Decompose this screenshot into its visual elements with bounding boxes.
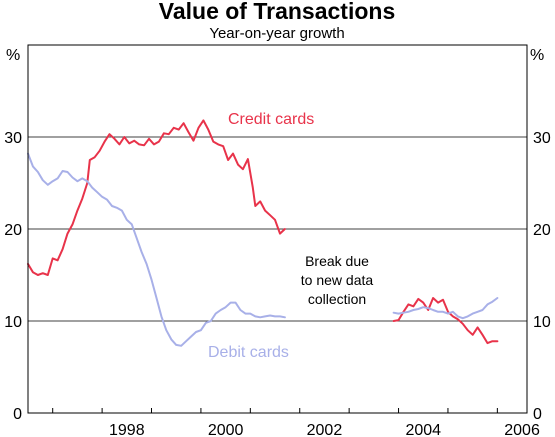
annotation-line-3: collection — [308, 291, 366, 307]
series-lines — [27, 119, 499, 347]
y-tick-label-right-0: 0 — [533, 406, 542, 423]
series-line-credit-cards-segment-2 — [392, 297, 499, 345]
annotation-line-1: Break due — [305, 253, 369, 269]
x-tick-label-2000: 2000 — [208, 422, 244, 437]
series-line-debit-cards-segment-2 — [392, 297, 499, 320]
axis-ticks: 0 0 10 10 20 20 30 30 1998 2000 2002 2004 2006 — [4, 130, 551, 437]
y-axis-unit-right: % — [530, 47, 544, 64]
x-tick-label-2002: 2002 — [307, 422, 343, 437]
x-tick-label-2006: 2006 — [504, 422, 540, 437]
y-tick-label-right-10: 10 — [533, 314, 551, 331]
series-line-credit-cards-segment-1 — [27, 119, 286, 276]
annotation-line-2: to new data — [301, 272, 374, 288]
y-axis-unit-left: % — [6, 47, 20, 64]
series-line-debit-cards-segment-1 — [27, 152, 286, 347]
y-tick-label-left-10: 10 — [4, 314, 22, 331]
series-label-debit-cards: Debit cards — [208, 344, 289, 361]
y-tick-label-left-30: 30 — [4, 130, 22, 147]
x-tick-label-1998: 1998 — [109, 422, 145, 437]
plot-frame — [27, 44, 528, 414]
y-tick-label-right-30: 30 — [533, 130, 551, 147]
series-label-credit-cards: Credit cards — [228, 111, 314, 128]
y-tick-label-left-20: 20 — [4, 222, 22, 239]
y-tick-label-left-0: 0 — [13, 406, 22, 423]
chart-subtitle: Year-on-year growth — [209, 25, 344, 42]
x-tick-label-2004: 2004 — [405, 422, 441, 437]
y-tick-label-right-20: 20 — [533, 222, 551, 239]
chart-title: Value of Transactions — [159, 0, 395, 24]
